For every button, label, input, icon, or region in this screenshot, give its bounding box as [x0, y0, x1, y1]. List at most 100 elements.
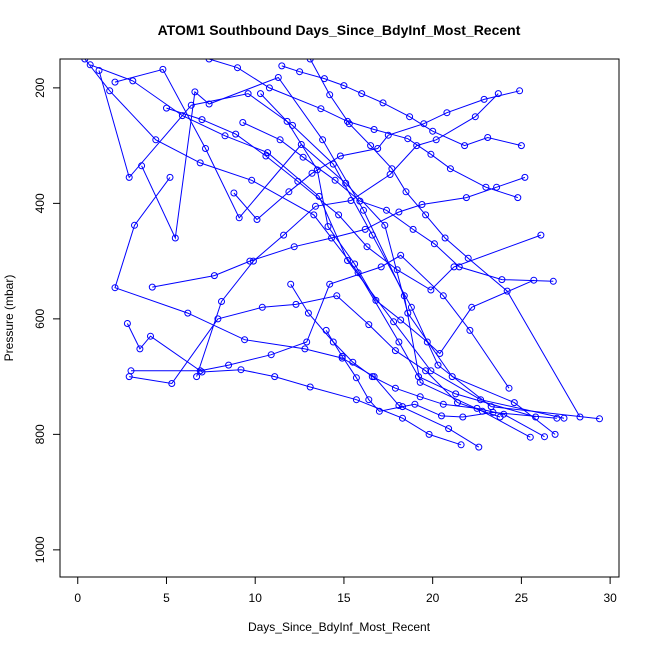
data-point	[267, 351, 275, 359]
data-point	[111, 284, 119, 292]
series-4	[138, 74, 534, 441]
data-point	[377, 263, 385, 271]
data-point	[482, 183, 490, 191]
series-9	[193, 90, 502, 381]
data-point	[484, 134, 492, 141]
series-line	[131, 254, 510, 389]
data-point	[427, 150, 435, 158]
data-point	[427, 286, 435, 294]
data-point	[439, 292, 447, 300]
data-point	[262, 152, 270, 160]
data-point	[450, 263, 458, 271]
data-point	[409, 225, 417, 233]
data-point	[436, 350, 444, 357]
series-line	[84, 59, 536, 418]
data-point	[129, 77, 137, 85]
y-axis: 200 400 600 800 1000	[33, 78, 61, 563]
data-point	[230, 189, 238, 197]
x-tick-label: 0	[74, 591, 81, 605]
data-point	[193, 373, 201, 381]
y-tick-label: 400	[33, 193, 47, 213]
data-point	[351, 260, 359, 268]
data-point	[406, 113, 414, 121]
data-point	[549, 277, 557, 285]
data-point	[310, 211, 318, 219]
data-point	[336, 152, 344, 160]
data-point	[136, 345, 144, 353]
series-6	[123, 320, 465, 449]
data-point	[468, 303, 476, 311]
data-point	[278, 62, 286, 70]
data-point	[235, 214, 243, 222]
data-point	[344, 117, 351, 125]
data-point	[425, 430, 433, 438]
series-16	[278, 62, 525, 150]
data-point	[345, 120, 353, 128]
data-point	[125, 173, 133, 181]
data-point	[338, 352, 346, 360]
series-10	[148, 173, 529, 291]
data-point	[340, 82, 348, 90]
x-tick-label: 15	[337, 591, 351, 605]
data-point	[505, 384, 513, 392]
data-point	[374, 145, 382, 152]
data-point	[400, 292, 408, 300]
data-point	[372, 296, 380, 304]
data-point	[462, 194, 470, 202]
data-point	[383, 206, 390, 214]
y-tick-label: 600	[33, 309, 47, 329]
series-7	[125, 292, 504, 421]
data-point	[514, 194, 522, 202]
series-line	[290, 283, 545, 438]
data-point	[391, 347, 399, 355]
y-tick-label: 800	[33, 424, 47, 444]
series-line	[325, 330, 557, 419]
data-point	[326, 91, 334, 99]
data-point	[237, 366, 245, 374]
data-point	[517, 142, 525, 150]
data-point	[214, 315, 222, 323]
plot-area	[81, 59, 603, 451]
data-point	[333, 292, 341, 300]
data-point	[596, 415, 603, 423]
data-point	[356, 197, 364, 205]
series-line	[114, 177, 480, 448]
data-point	[368, 373, 376, 381]
data-point	[274, 74, 282, 81]
x-tick-label: 25	[515, 591, 529, 605]
data-point	[475, 443, 483, 451]
data-point	[317, 105, 325, 113]
series-line	[281, 65, 522, 147]
data-point	[430, 240, 438, 248]
data-point	[411, 400, 419, 408]
data-point	[427, 367, 435, 375]
data-point	[370, 126, 378, 133]
data-point	[407, 303, 415, 311]
data-point	[422, 211, 430, 219]
plot-border	[59, 58, 620, 578]
data-point	[494, 90, 502, 98]
y-tick-label: 1000	[33, 536, 47, 563]
data-point	[184, 309, 192, 317]
data-point	[290, 243, 298, 251]
data-point	[335, 211, 343, 219]
data-point	[553, 414, 561, 422]
data-point	[397, 316, 405, 324]
data-point	[367, 142, 375, 150]
data-point	[301, 345, 309, 353]
data-point	[196, 367, 204, 375]
data-point	[480, 95, 488, 103]
data-point	[466, 326, 474, 334]
data-point	[521, 173, 529, 181]
series-3	[111, 65, 559, 438]
data-point	[258, 303, 266, 311]
data-point	[413, 142, 421, 150]
data-point	[276, 136, 284, 144]
data-point	[464, 254, 472, 262]
data-point	[395, 338, 403, 346]
data-point	[163, 104, 170, 112]
data-point	[395, 208, 403, 216]
series-line	[98, 70, 600, 420]
data-point	[393, 266, 401, 274]
data-point	[95, 67, 103, 74]
